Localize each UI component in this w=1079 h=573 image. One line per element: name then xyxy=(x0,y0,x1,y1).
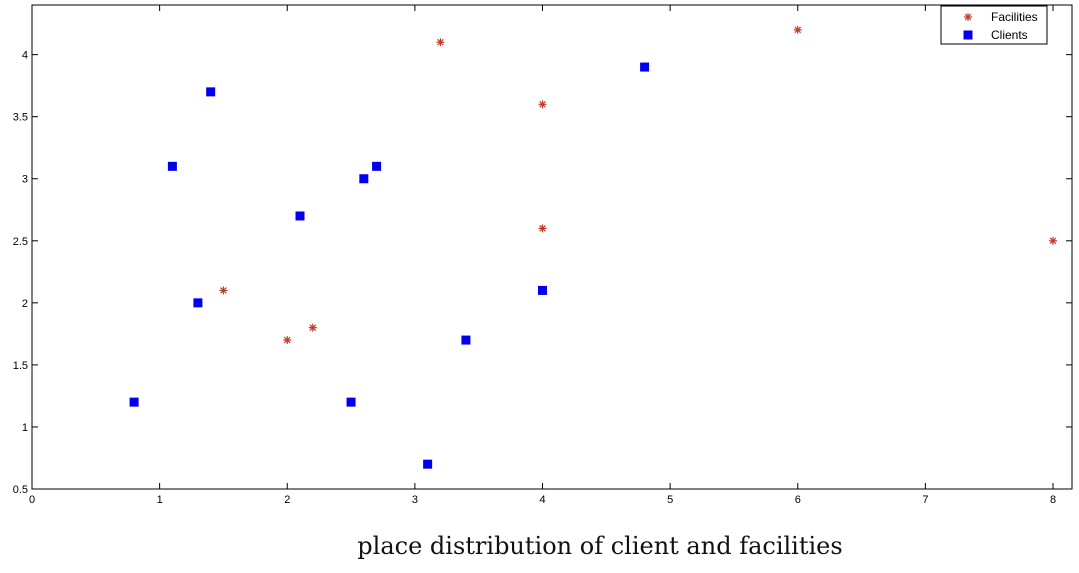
client-point xyxy=(346,397,356,407)
client-point xyxy=(461,335,471,345)
facility-point xyxy=(283,336,292,345)
facility-point xyxy=(219,286,228,295)
scatter-chart: 0 1 2 3 4 5 6 7 8 0.5 1 1.5 2 2.5 3 3.5 4 Facilities Clie… xyxy=(13,4,1073,506)
x-tick-label: 1 xyxy=(157,494,163,506)
y-tick-label: 3 xyxy=(22,174,28,186)
y-tick-label: 2 xyxy=(22,298,28,310)
x-tick-label: 5 xyxy=(667,494,673,506)
x-tick-label: 8 xyxy=(1050,494,1056,506)
client-point xyxy=(372,161,382,171)
x-tick-label: 0 xyxy=(29,494,35,506)
client-point xyxy=(423,459,433,469)
facility-point xyxy=(1049,236,1057,245)
axes: 0 1 2 3 4 5 6 7 8 0.5 1 1.5 2 2.5 3 3.5 4 xyxy=(13,5,1072,506)
y-tick-label: 4 xyxy=(22,50,28,62)
y-tick-label: 3.5 xyxy=(13,112,28,124)
facility-point xyxy=(436,38,445,47)
y-tick-label: 1.5 xyxy=(13,360,28,372)
legend-box xyxy=(940,5,1048,45)
client-point xyxy=(193,298,203,308)
facility-point xyxy=(538,100,547,109)
client-point xyxy=(167,161,177,171)
chart-caption: place distribution of client and facilit… xyxy=(357,532,843,560)
client-point xyxy=(538,285,547,295)
legend-label: Facilities xyxy=(991,10,1038,24)
x-tick-label: 3 xyxy=(412,494,418,506)
plot-area-frame xyxy=(31,4,1073,490)
x-tick-label: 7 xyxy=(922,494,928,506)
legend-facilities-marker xyxy=(964,13,972,21)
y-tick-label: 2.5 xyxy=(13,236,28,248)
facility-point xyxy=(793,25,802,34)
y-tick-label: 1 xyxy=(22,422,28,434)
legend: Facilities Clients xyxy=(940,5,1048,45)
client-point xyxy=(129,397,139,407)
client-point xyxy=(295,211,305,221)
y-tick-label: 0.5 xyxy=(13,484,28,496)
facility-point xyxy=(308,323,317,332)
client-point xyxy=(206,87,216,97)
client-point xyxy=(359,174,369,184)
data-marks xyxy=(129,25,1057,469)
legend-clients-marker xyxy=(963,30,973,40)
client-point xyxy=(640,62,650,72)
legend-label: Clients xyxy=(991,28,1028,42)
x-tick-label: 6 xyxy=(795,494,801,506)
x-tick-label: 2 xyxy=(284,494,290,506)
facility-point xyxy=(538,224,547,233)
x-tick-label: 4 xyxy=(539,494,545,506)
